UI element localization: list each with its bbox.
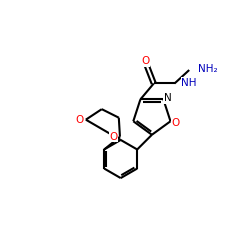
- Text: NH: NH: [181, 78, 197, 88]
- Text: O: O: [142, 56, 150, 66]
- Text: O: O: [110, 132, 118, 142]
- Text: NH₂: NH₂: [198, 64, 218, 74]
- Text: N: N: [164, 93, 172, 103]
- Text: O: O: [76, 115, 84, 125]
- Text: O: O: [172, 118, 180, 128]
